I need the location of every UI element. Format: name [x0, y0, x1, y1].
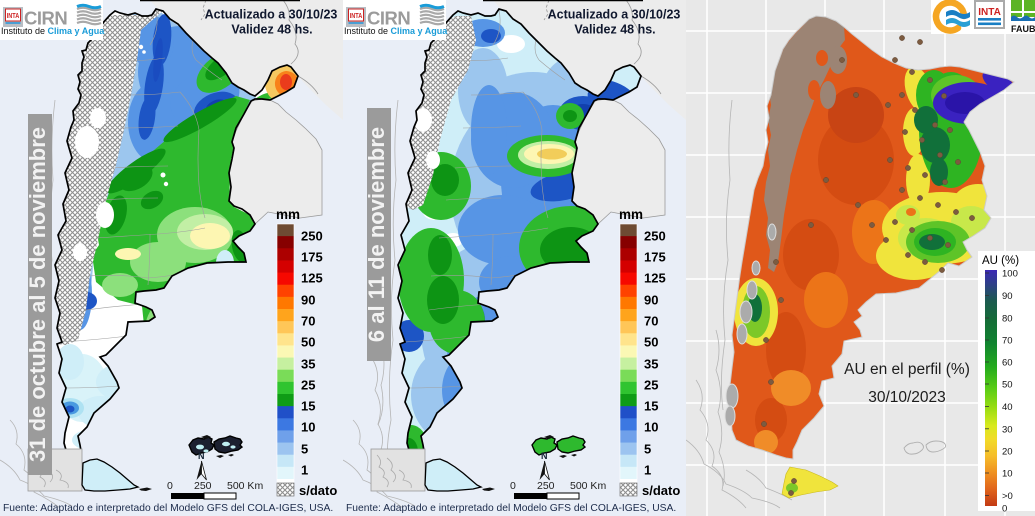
svg-text:s/dato: s/dato [642, 483, 680, 498]
svg-text:N: N [541, 451, 548, 461]
svg-text:Actualizado a 30/10/23: Actualizado a 30/10/23 [205, 8, 338, 22]
svg-text:1: 1 [644, 463, 651, 478]
svg-text:10: 10 [644, 420, 658, 435]
svg-text:250: 250 [644, 229, 666, 244]
svg-text:500 Km: 500 Km [570, 480, 606, 492]
svg-text:30: 30 [1002, 424, 1013, 435]
svg-text:Fuente: Adaptado e interpretad: Fuente: Adaptado e interpretado del Mode… [346, 503, 676, 514]
svg-text:10: 10 [1002, 469, 1013, 480]
svg-text:INTA: INTA [7, 13, 20, 20]
svg-text:80: 80 [1002, 314, 1013, 325]
svg-text:FAUBA: FAUBA [1011, 24, 1035, 34]
svg-text:250: 250 [537, 480, 555, 492]
svg-text:50: 50 [1002, 380, 1013, 391]
svg-text:0: 0 [167, 480, 173, 492]
svg-text:50: 50 [301, 335, 315, 350]
svg-text:125: 125 [644, 271, 666, 286]
svg-text:250: 250 [194, 480, 212, 492]
svg-text:125: 125 [301, 271, 323, 286]
svg-text:Validez 48 hs.: Validez 48 hs. [231, 23, 312, 37]
svg-text:30/10/2023: 30/10/2023 [868, 389, 946, 406]
svg-text:70: 70 [1002, 336, 1013, 347]
svg-text:25: 25 [644, 378, 658, 393]
svg-text:500 Km: 500 Km [227, 480, 263, 492]
svg-text:175: 175 [644, 250, 666, 265]
svg-text:5: 5 [301, 442, 308, 457]
svg-text:INTA: INTA [978, 7, 1001, 18]
svg-text:AU (%): AU (%) [982, 255, 1019, 267]
svg-text:70: 70 [644, 314, 658, 329]
svg-text:50: 50 [644, 335, 658, 350]
svg-text:5: 5 [644, 442, 651, 457]
svg-text:INTA: INTA [350, 13, 363, 20]
svg-text:20: 20 [1002, 447, 1013, 458]
svg-text:10: 10 [301, 420, 315, 435]
svg-text:90: 90 [301, 293, 315, 308]
svg-text:mm: mm [619, 207, 643, 222]
svg-text:35: 35 [644, 357, 658, 372]
svg-text:25: 25 [301, 378, 315, 393]
svg-text:90: 90 [644, 293, 658, 308]
svg-text:Instituto de Clima y Agua: Instituto de Clima y Agua [1, 26, 105, 36]
svg-text:90: 90 [1002, 291, 1013, 302]
svg-text:Validez 48 hs.: Validez 48 hs. [574, 23, 655, 37]
svg-text:>0: >0 [1002, 491, 1013, 502]
svg-text:15: 15 [644, 399, 658, 414]
svg-text:0: 0 [510, 480, 516, 492]
svg-text:mm: mm [276, 207, 300, 222]
svg-text:35: 35 [301, 357, 315, 372]
svg-text:250: 250 [301, 229, 323, 244]
svg-text:s/dato: s/dato [299, 483, 337, 498]
svg-text:60: 60 [1002, 358, 1013, 369]
svg-text:N: N [198, 451, 205, 461]
svg-text:Actualizado a 30/10/23: Actualizado a 30/10/23 [548, 8, 681, 22]
svg-text:0: 0 [1002, 504, 1007, 515]
svg-text:15: 15 [301, 399, 315, 414]
svg-text:6 al 11 de noviembre: 6 al 11 de noviembre [364, 127, 389, 342]
svg-text:CIRN: CIRN [367, 8, 410, 29]
svg-text:AU en el perfil (%): AU en el perfil (%) [844, 361, 970, 378]
svg-text:175: 175 [301, 250, 323, 265]
svg-text:Fuente: Adaptado e interpretad: Fuente: Adaptado e interpretado del Mode… [3, 503, 333, 514]
svg-text:1: 1 [301, 463, 308, 478]
svg-text:Instituto de Clima y Agua: Instituto de Clima y Agua [344, 26, 448, 36]
svg-text:40: 40 [1002, 402, 1013, 413]
svg-text:100: 100 [1002, 269, 1018, 280]
svg-text:31 de octubre al 5 de noviembr: 31 de octubre al 5 de noviembre [25, 127, 50, 462]
svg-text:CIRN: CIRN [24, 8, 67, 29]
svg-text:70: 70 [301, 314, 315, 329]
